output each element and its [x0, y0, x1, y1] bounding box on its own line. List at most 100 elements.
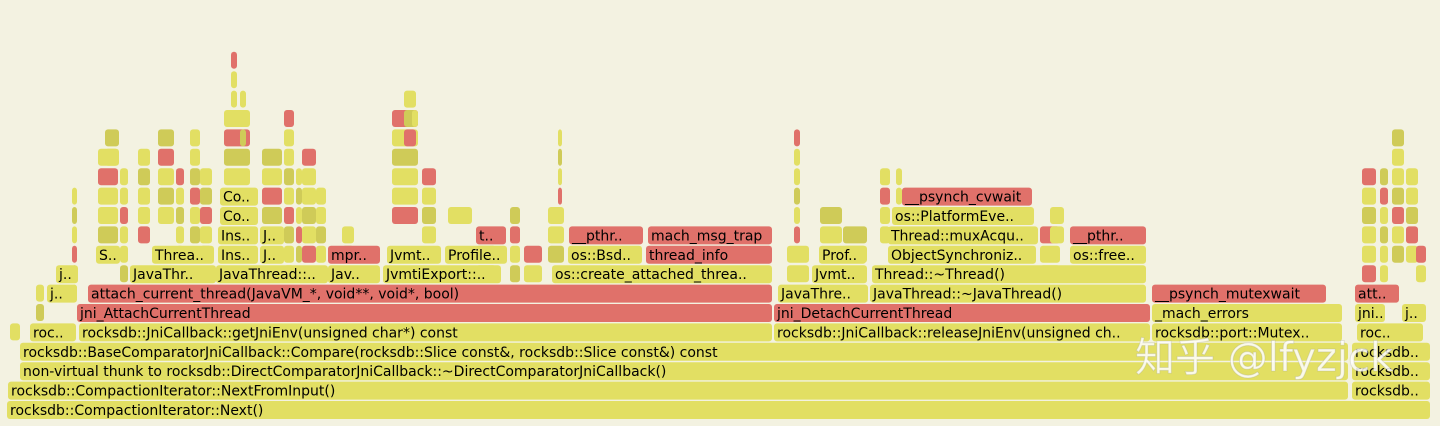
frame-box — [20, 362, 1348, 381]
frame-label: JavaThread::.. — [218, 267, 316, 283]
frame — [794, 168, 800, 186]
frame: Jvmt.. — [812, 265, 867, 284]
frame: roc.. — [1357, 323, 1423, 342]
frame — [138, 207, 150, 224]
frame — [120, 245, 128, 263]
frame — [316, 245, 326, 263]
frame — [510, 226, 520, 244]
frame: Threa.. — [152, 245, 214, 264]
frame — [1380, 265, 1388, 283]
frame-box — [328, 245, 380, 264]
frame — [1380, 226, 1388, 244]
frame: rocksdb::BaseComparatorJniCallback::Comp… — [20, 342, 1348, 361]
frame-label: mpr.. — [331, 248, 367, 264]
frame — [284, 226, 294, 244]
frame-label: Jvmt.. — [814, 267, 855, 283]
frame-label: _mach_errors — [1154, 306, 1249, 322]
frame-label: JavaThread::~JavaThread() — [872, 287, 1062, 303]
frame — [1362, 168, 1376, 186]
frame-label: att.. — [1358, 287, 1386, 303]
frame — [1362, 207, 1376, 224]
frame-box — [1152, 323, 1342, 342]
frame-box — [1402, 304, 1426, 322]
frame-box — [1152, 284, 1326, 303]
frame-label: roc.. — [33, 325, 64, 341]
frame — [284, 110, 294, 127]
labeled-frames: rocksdb::CompactionIterator::Next() rocks… — [7, 187, 1430, 419]
frame: Co.. — [220, 187, 258, 206]
frame: Profile.. — [445, 245, 507, 264]
frame-label: rocksdb::CompactionIterator::NextFromInp… — [11, 384, 335, 400]
frame: t.. — [476, 226, 506, 245]
frame — [98, 187, 118, 205]
frame-label: non-virtual thunk to rocksdb::DirectComp… — [23, 364, 666, 380]
frame — [1406, 187, 1418, 205]
frame — [794, 187, 800, 205]
frame — [448, 207, 472, 224]
frame — [231, 51, 237, 69]
frame-box — [77, 304, 772, 322]
frame-label: Thread::muxAcqu.. — [890, 228, 1024, 244]
frame-box — [872, 265, 1146, 284]
frame: thread_info — [646, 245, 772, 264]
frame — [302, 207, 316, 224]
frame — [558, 148, 562, 166]
frame — [200, 226, 212, 244]
frame — [548, 226, 564, 244]
frame-label: Thread::~Thread() — [874, 267, 1005, 283]
frame: non-virtual thunk to rocksdb::DirectComp… — [20, 362, 1348, 381]
frame-box — [774, 323, 1150, 342]
frame — [302, 226, 316, 244]
frame: JavaThread::.. — [216, 265, 328, 284]
frame: j.. — [47, 284, 77, 303]
frame: ObjectSynchroniz.. — [888, 245, 1036, 264]
frame — [190, 148, 200, 166]
frame-box — [79, 323, 772, 342]
frame — [138, 226, 150, 244]
frame-box — [20, 342, 1348, 361]
frame — [98, 168, 118, 186]
frame — [1380, 207, 1388, 224]
frame: os::create_attached_threa.. — [552, 265, 772, 284]
frame — [176, 168, 184, 186]
frame — [200, 168, 212, 186]
frame: os::PlatformEve.. — [892, 207, 1034, 225]
frame-box — [220, 207, 258, 225]
frame-box — [328, 265, 380, 284]
frame-label: rocksdb.. — [1355, 364, 1419, 380]
frame-box — [47, 284, 77, 303]
frame — [284, 168, 294, 186]
frame — [190, 168, 200, 186]
frame — [392, 207, 418, 224]
frame — [224, 129, 250, 147]
frame — [422, 226, 436, 244]
frame — [1406, 226, 1418, 244]
frame-label: os::create_attached_threa.. — [555, 267, 747, 283]
frame — [794, 148, 800, 166]
frame-label: os::PlatformEve.. — [895, 209, 1014, 225]
frame-label: __psynch_mutexwait — [1154, 287, 1300, 303]
frame — [1392, 207, 1404, 224]
frame-box — [892, 207, 1034, 225]
frame: Ins.. — [218, 245, 258, 264]
frame: rocksdb::JniCallback::getJniEnv(unsigned… — [79, 323, 772, 342]
frame-box — [220, 187, 258, 206]
frame — [558, 168, 562, 186]
frame: jni_AttachCurrentThread — [77, 304, 772, 322]
frame-label: t.. — [479, 228, 493, 244]
frame — [190, 129, 200, 147]
frame-box — [774, 304, 1150, 322]
frame: Ins.. — [218, 226, 258, 245]
frame-label: JvmtiExport::.. — [385, 267, 486, 283]
frame — [1362, 265, 1376, 283]
frame — [392, 187, 418, 205]
frame-box — [888, 245, 1036, 264]
frame — [231, 71, 237, 89]
frame — [158, 168, 174, 186]
frame-box — [870, 284, 1146, 303]
frame — [296, 245, 302, 263]
frame — [231, 90, 237, 108]
frame — [422, 168, 436, 186]
frame — [296, 226, 302, 244]
frame-label: ObjectSynchroniz.. — [891, 248, 1022, 264]
